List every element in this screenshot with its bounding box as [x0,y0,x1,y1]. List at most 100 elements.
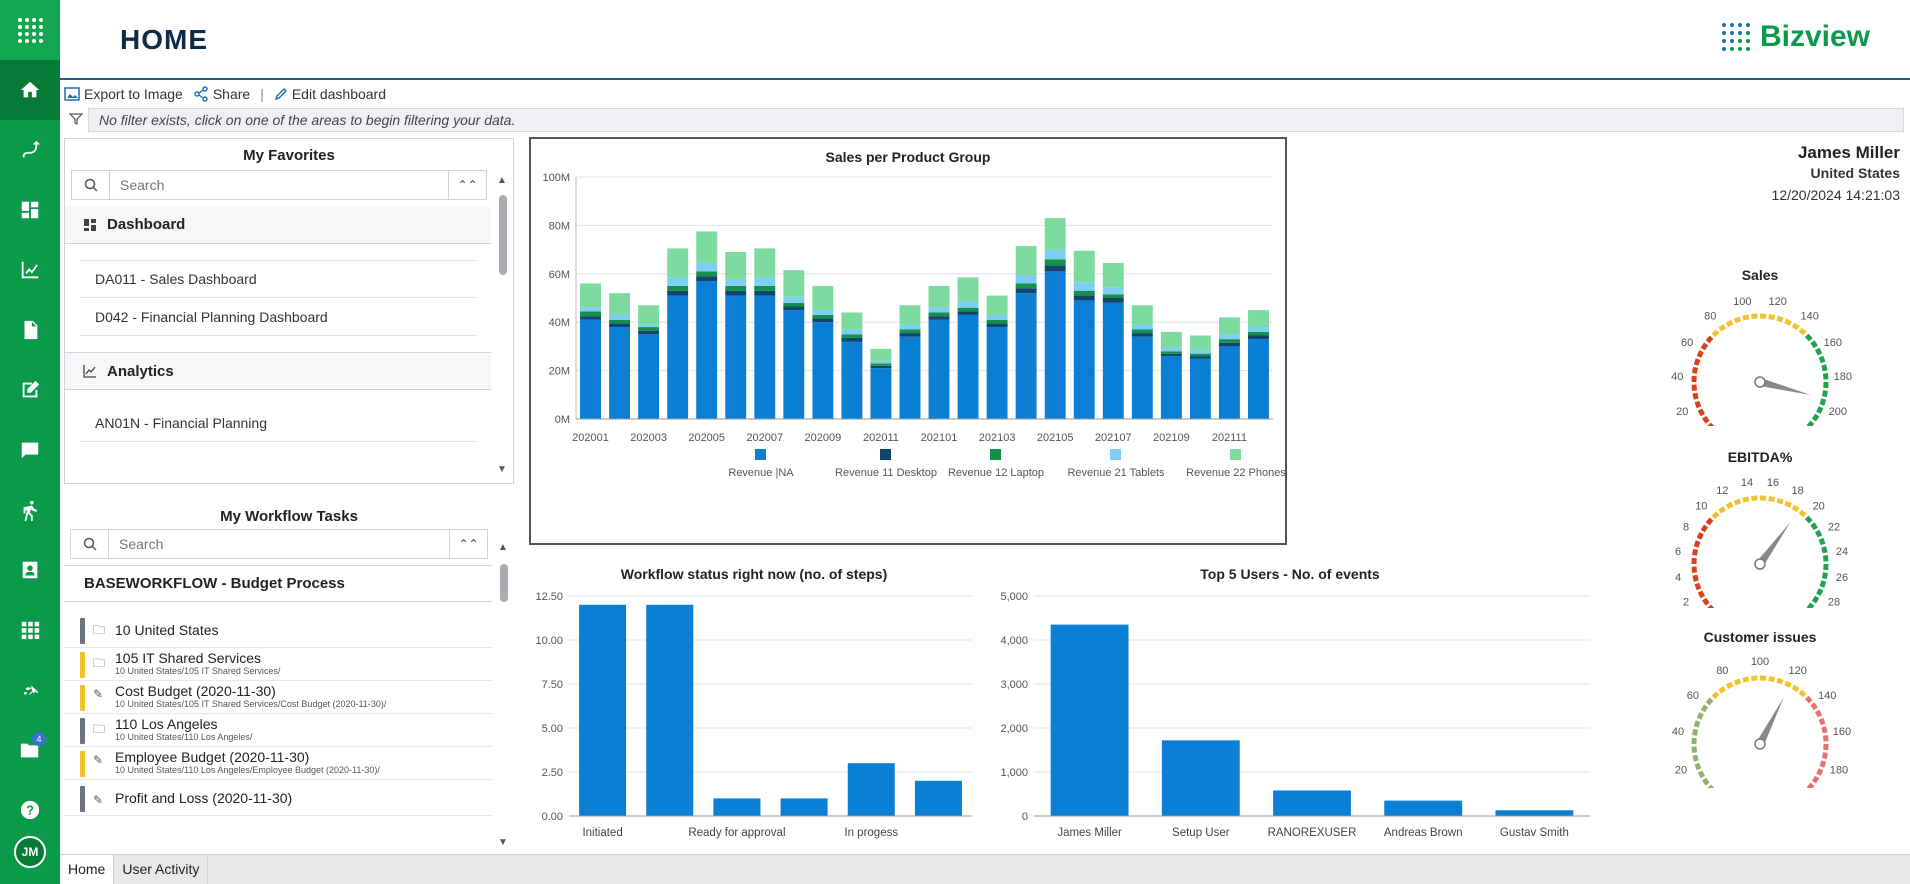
favorites-scrollbar[interactable]: ▲ ▼ [497,175,509,475]
help-icon[interactable]: ? [0,780,60,840]
chat-icon[interactable] [0,420,60,480]
run-icon[interactable] [0,480,60,540]
bar-segment [1248,310,1269,328]
gauge-tick-label: 60 [1681,337,1693,349]
filter-status-text[interactable]: No filter exists, click on one of the ar… [88,108,1904,132]
folder-icon[interactable]: 4 [0,720,60,780]
ebitda-gauge[interactable]: 024681012141618202224262830 [1660,468,1860,608]
chart-title: Sales per Product Group [825,149,991,165]
bar-segment [696,276,718,282]
logo-mark-icon [1721,23,1750,51]
favorite-item[interactable]: DA011 - Sales Dashboard [79,260,477,298]
edit-form-icon[interactable] [0,360,60,420]
gauge-tick-label: 40 [1671,371,1683,383]
sales-gauge[interactable]: 020406080100120140160180200220 [1660,286,1860,426]
edit-dashboard-button[interactable]: Edit dashboard [274,86,386,102]
gauge-arc-segment [1691,746,1698,753]
bar-segment [638,324,660,328]
gauge-arc-segment [1810,702,1818,711]
task-name: 110 Los Angeles [115,716,218,732]
bar-segment [1189,358,1211,419]
key-icon[interactable] [0,660,60,720]
workflow-task-item[interactable]: ✎ Employee Budget (2020-11-30) 10 United S… [64,747,492,780]
gauge-arc-segment [1707,422,1715,426]
workflow-search-input[interactable] [109,530,449,558]
sales-stacked-bar-chart[interactable]: 0M 20M 40M 60M 80M 100M 202001 202003 202005 2020… [531,169,1285,539]
task-path: 10 United States/110 Los Angeles/Employe… [115,765,380,775]
avatar[interactable]: JM [14,836,46,868]
collapse-all-icon[interactable]: ⌃⌃ [449,529,487,559]
route-icon[interactable] [0,120,60,180]
workflow-task-item[interactable]: 🗀 10 United States [64,612,492,648]
gauge-arc-segment [1811,413,1820,422]
workflow-task-item[interactable]: ✎ Profit and Loss (2020-11-30) [64,780,492,816]
scroll-up-icon[interactable]: ▲ [497,175,507,186]
apps-grid-icon[interactable] [0,0,60,60]
bar-segment [928,312,950,317]
bar-segment [1131,336,1153,419]
favorite-item[interactable]: AN01N - Financial Planning [79,404,477,442]
bar-segment [609,314,631,320]
x-tick-label: Ready for approval [688,827,785,839]
gauge-arc-segment [1692,574,1699,582]
workflow-task-item[interactable]: 🗀 110 Los Angeles 10 United States/110 Los… [64,714,492,747]
gauge-arc-segment [1776,315,1784,323]
report-icon[interactable] [0,300,60,360]
gauge-arc-segment [1821,572,1828,580]
home-icon[interactable] [0,60,60,120]
workflow-status-bar-chart[interactable]: 0.00 2.50 5.00 7.50 10.00 12.50 Initiated Ready… [529,586,979,850]
gauge-arc-segment [1696,350,1704,358]
favorites-group-dashboard[interactable]: Dashboard [65,206,491,244]
collapse-all-icon[interactable]: ⌃⌃ [448,170,486,200]
scroll-thumb[interactable] [500,564,508,602]
scroll-down-icon[interactable]: ▼ [497,464,507,475]
gauge-arc-segment [1692,728,1699,736]
bar-segment [870,363,892,366]
bar-segment [986,295,1008,315]
gauge-arc-segment [1791,684,1800,693]
bar-segment [1015,245,1037,276]
y-tick-label: 0M [555,414,570,426]
analytics-icon[interactable] [0,240,60,300]
pencil-icon [274,88,287,101]
workflow-scrollbar[interactable]: ▲ ▼ [498,542,510,848]
scroll-thumb[interactable] [499,195,507,275]
sales-chart-panel[interactable]: Sales per Product Group 0M 20M 40M 60M 80M 10… [529,137,1287,545]
export-to-image-button[interactable]: Export to Image [64,86,183,102]
bar-segment [783,306,805,311]
scroll-up-icon[interactable]: ▲ [498,542,508,553]
gauge-arc-segment [1697,408,1706,417]
scroll-down-icon[interactable]: ▼ [498,837,508,848]
chart-title: Workflow status right now (no. of steps) [620,566,888,582]
workflow-task-item[interactable]: ✎ Cost Budget (2020-11-30) 10 United State… [64,681,492,714]
dashboard-icon[interactable] [0,180,60,240]
customer-issues-gauge[interactable]: 020406080100120140160180200 [1660,648,1860,788]
gauge-arc-segment [1697,770,1706,779]
bar-segment [754,285,776,291]
bar-segment [1044,218,1066,250]
workflow-status-chart-panel[interactable]: Workflow status right now (no. of steps)… [529,566,979,850]
bar-segment [1218,334,1240,340]
gauge-arc-segment [1697,590,1706,599]
filter-icon[interactable] [64,112,88,129]
favorites-search-input[interactable] [110,171,448,199]
y-tick-label: 5.00 [542,723,563,735]
gauge-title: Sales [1741,267,1779,283]
apps-icon[interactable] [0,600,60,660]
gauge-arc-segment [1804,333,1813,342]
contact-icon[interactable] [0,540,60,600]
tab-home[interactable]: Home [60,855,115,884]
bar-segment [696,231,718,263]
favorites-group-analytics[interactable]: Analytics [65,352,491,390]
tab-user-activity[interactable]: User Activity [114,855,209,884]
gauge-arc-segment [1791,504,1800,513]
workflow-task-item[interactable]: 🗀 105 IT Shared Services 10 United States/… [64,648,492,681]
workflow-process-title[interactable]: BASEWORKFLOW - Budget Process [64,566,492,602]
status-indicator [80,718,85,744]
export-label: Export to Image [84,86,183,102]
top-users-bar-chart[interactable]: 0 1,000 2,000 3,000 4,000 5,000 James Miller Se… [990,586,1590,850]
top-users-chart-panel[interactable]: Top 5 Users - No. of events 0 1,000 2,000 3… [990,566,1590,850]
favorite-item[interactable]: D042 - Financial Planning Dashboard [79,298,477,336]
bar-segment [1102,302,1124,419]
share-button[interactable]: Share [193,86,250,102]
